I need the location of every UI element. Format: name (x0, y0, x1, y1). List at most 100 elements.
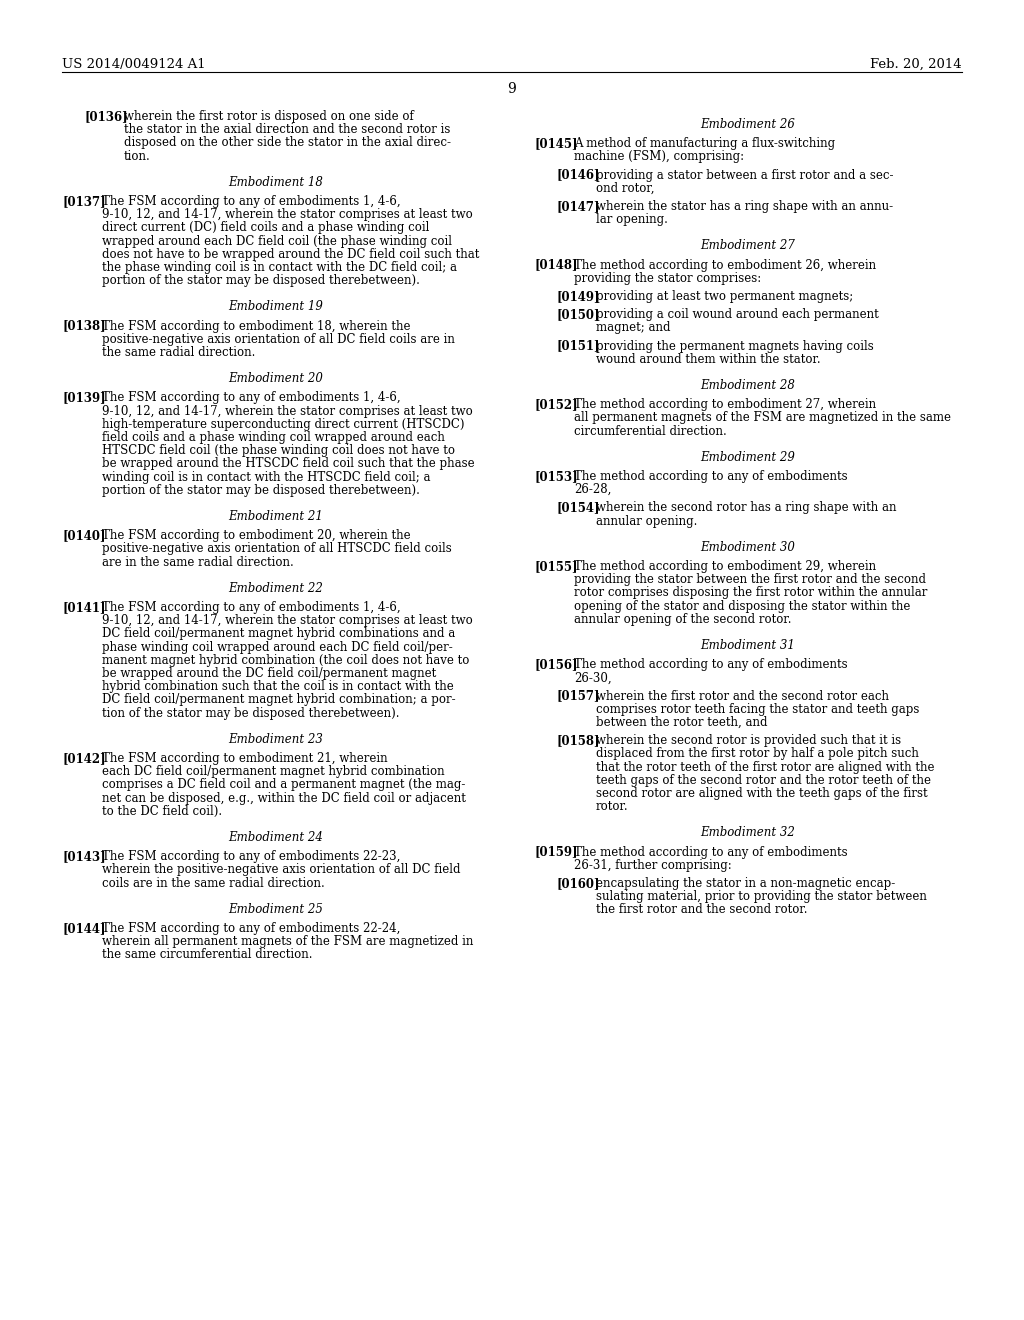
Text: [0151]: [0151] (556, 339, 599, 352)
Text: wound around them within the stator.: wound around them within the stator. (596, 352, 820, 366)
Text: winding coil is in contact with the HTSCDC field coil; a: winding coil is in contact with the HTSC… (102, 471, 430, 483)
Text: Embodiment 21: Embodiment 21 (228, 510, 324, 523)
Text: to the DC field coil).: to the DC field coil). (102, 805, 222, 818)
Text: The method according to embodiment 29, wherein: The method according to embodiment 29, w… (574, 560, 877, 573)
Text: phase winding coil wrapped around each DC field coil/per-: phase winding coil wrapped around each D… (102, 640, 453, 653)
Text: the phase winding coil is in contact with the DC field coil; a: the phase winding coil is in contact wit… (102, 261, 457, 275)
Text: [0157]: [0157] (556, 689, 599, 702)
Text: annular opening of the second rotor.: annular opening of the second rotor. (574, 612, 792, 626)
Text: Embodiment 31: Embodiment 31 (700, 639, 796, 652)
Text: wherein the first rotor is disposed on one side of: wherein the first rotor is disposed on o… (124, 110, 414, 123)
Text: that the rotor teeth of the first rotor are aligned with the: that the rotor teeth of the first rotor … (596, 760, 935, 774)
Text: ond rotor,: ond rotor, (596, 182, 654, 195)
Text: Embodiment 29: Embodiment 29 (700, 451, 796, 463)
Text: Embodiment 32: Embodiment 32 (700, 826, 796, 840)
Text: [0137]: [0137] (62, 195, 105, 209)
Text: the first rotor and the second rotor.: the first rotor and the second rotor. (596, 903, 808, 916)
Text: [0140]: [0140] (62, 529, 105, 543)
Text: providing at least two permanent magnets;: providing at least two permanent magnets… (596, 290, 853, 304)
Text: hybrid combination such that the coil is in contact with the: hybrid combination such that the coil is… (102, 680, 454, 693)
Text: The method according to embodiment 27, wherein: The method according to embodiment 27, w… (574, 399, 877, 412)
Text: HTSCDC field coil (the phase winding coil does not have to: HTSCDC field coil (the phase winding coi… (102, 445, 455, 457)
Text: Embodiment 20: Embodiment 20 (228, 372, 324, 385)
Text: the stator in the axial direction and the second rotor is: the stator in the axial direction and th… (124, 123, 451, 136)
Text: portion of the stator may be disposed therebetween).: portion of the stator may be disposed th… (102, 484, 420, 496)
Text: [0153]: [0153] (534, 470, 578, 483)
Text: all permanent magnets of the FSM are magnetized in the same: all permanent magnets of the FSM are mag… (574, 412, 951, 425)
Text: Embodiment 18: Embodiment 18 (228, 176, 324, 189)
Text: DC field coil/permanent magnet hybrid combinations and a: DC field coil/permanent magnet hybrid co… (102, 627, 456, 640)
Text: sulating material, prior to providing the stator between: sulating material, prior to providing th… (596, 890, 927, 903)
Text: Embodiment 24: Embodiment 24 (228, 832, 324, 843)
Text: DC field coil/permanent magnet hybrid combination; a por-: DC field coil/permanent magnet hybrid co… (102, 693, 456, 706)
Text: [0158]: [0158] (556, 734, 599, 747)
Text: wherein the second rotor is provided such that it is: wherein the second rotor is provided suc… (596, 734, 901, 747)
Text: [0148]: [0148] (534, 259, 578, 272)
Text: [0160]: [0160] (556, 876, 599, 890)
Text: Embodiment 23: Embodiment 23 (228, 733, 324, 746)
Text: [0152]: [0152] (534, 399, 578, 412)
Text: 9-10, 12, and 14-17, wherein the stator comprises at least two: 9-10, 12, and 14-17, wherein the stator … (102, 209, 473, 222)
Text: manent magnet hybrid combination (the coil does not have to: manent magnet hybrid combination (the co… (102, 653, 469, 667)
Text: each DC field coil/permanent magnet hybrid combination: each DC field coil/permanent magnet hybr… (102, 766, 444, 779)
Text: tion.: tion. (124, 149, 151, 162)
Text: does not have to be wrapped around the DC field coil such that: does not have to be wrapped around the D… (102, 248, 479, 261)
Text: comprises a DC field coil and a permanent magnet (the mag-: comprises a DC field coil and a permanen… (102, 779, 465, 792)
Text: the same circumferential direction.: the same circumferential direction. (102, 948, 312, 961)
Text: rotor comprises disposing the first rotor within the annular: rotor comprises disposing the first roto… (574, 586, 928, 599)
Text: [0156]: [0156] (534, 659, 578, 671)
Text: coils are in the same radial direction.: coils are in the same radial direction. (102, 876, 325, 890)
Text: The method according to any of embodiments: The method according to any of embodimen… (574, 470, 848, 483)
Text: 9: 9 (508, 82, 516, 96)
Text: direct current (DC) field coils and a phase winding coil: direct current (DC) field coils and a ph… (102, 222, 429, 235)
Text: between the rotor teeth, and: between the rotor teeth, and (596, 715, 768, 729)
Text: wrapped around each DC field coil (the phase winding coil: wrapped around each DC field coil (the p… (102, 235, 452, 248)
Text: annular opening.: annular opening. (596, 515, 697, 528)
Text: Embodiment 22: Embodiment 22 (228, 582, 324, 595)
Text: [0141]: [0141] (62, 601, 105, 614)
Text: 26-31, further comprising:: 26-31, further comprising: (574, 859, 732, 871)
Text: The method according to any of embodiments: The method according to any of embodimen… (574, 659, 848, 671)
Text: displaced from the first rotor by half a pole pitch such: displaced from the first rotor by half a… (596, 747, 919, 760)
Text: [0136]: [0136] (84, 110, 128, 123)
Text: machine (FSM), comprising:: machine (FSM), comprising: (574, 150, 744, 164)
Text: providing a stator between a first rotor and a sec-: providing a stator between a first rotor… (596, 169, 894, 182)
Text: [0145]: [0145] (534, 137, 578, 150)
Text: 9-10, 12, and 14-17, wherein the stator comprises at least two: 9-10, 12, and 14-17, wherein the stator … (102, 614, 473, 627)
Text: 26-30,: 26-30, (574, 672, 611, 684)
Text: tion of the stator may be disposed therebetween).: tion of the stator may be disposed there… (102, 706, 399, 719)
Text: providing the stator comprises:: providing the stator comprises: (574, 272, 761, 285)
Text: The FSM according to any of embodiments 1, 4-6,: The FSM according to any of embodiments … (102, 195, 400, 209)
Text: wherein the stator has a ring shape with an annu-: wherein the stator has a ring shape with… (596, 201, 893, 213)
Text: [0149]: [0149] (556, 290, 599, 304)
Text: Embodiment 28: Embodiment 28 (700, 379, 796, 392)
Text: circumferential direction.: circumferential direction. (574, 425, 727, 438)
Text: [0144]: [0144] (62, 921, 105, 935)
Text: The FSM according to any of embodiments 22-23,: The FSM according to any of embodiments … (102, 850, 400, 863)
Text: wherein the first rotor and the second rotor each: wherein the first rotor and the second r… (596, 689, 889, 702)
Text: portion of the stator may be disposed therebetween).: portion of the stator may be disposed th… (102, 275, 420, 288)
Text: positive-negative axis orientation of all HTSCDC field coils: positive-negative axis orientation of al… (102, 543, 452, 556)
Text: opening of the stator and disposing the stator within the: opening of the stator and disposing the … (574, 599, 910, 612)
Text: high-temperature superconducting direct current (HTSCDC): high-temperature superconducting direct … (102, 418, 465, 430)
Text: The method according to embodiment 26, wherein: The method according to embodiment 26, w… (574, 259, 877, 272)
Text: [0139]: [0139] (62, 392, 105, 404)
Text: rotor.: rotor. (596, 800, 629, 813)
Text: [0150]: [0150] (556, 308, 599, 321)
Text: Embodiment 27: Embodiment 27 (700, 239, 796, 252)
Text: wherein the second rotor has a ring shape with an: wherein the second rotor has a ring shap… (596, 502, 896, 515)
Text: Embodiment 19: Embodiment 19 (228, 301, 324, 313)
Text: Feb. 20, 2014: Feb. 20, 2014 (870, 58, 962, 71)
Text: The FSM according to any of embodiments 1, 4-6,: The FSM according to any of embodiments … (102, 601, 400, 614)
Text: be wrapped around the HTSCDC field coil such that the phase: be wrapped around the HTSCDC field coil … (102, 458, 475, 470)
Text: magnet; and: magnet; and (596, 321, 671, 334)
Text: [0154]: [0154] (556, 502, 599, 515)
Text: US 2014/0049124 A1: US 2014/0049124 A1 (62, 58, 206, 71)
Text: [0155]: [0155] (534, 560, 578, 573)
Text: providing the stator between the first rotor and the second: providing the stator between the first r… (574, 573, 926, 586)
Text: A method of manufacturing a flux-switching: A method of manufacturing a flux-switchi… (574, 137, 836, 150)
Text: providing a coil wound around each permanent: providing a coil wound around each perma… (596, 308, 879, 321)
Text: teeth gaps of the second rotor and the rotor teeth of the: teeth gaps of the second rotor and the r… (596, 774, 931, 787)
Text: the same radial direction.: the same radial direction. (102, 346, 255, 359)
Text: Embodiment 25: Embodiment 25 (228, 903, 324, 916)
